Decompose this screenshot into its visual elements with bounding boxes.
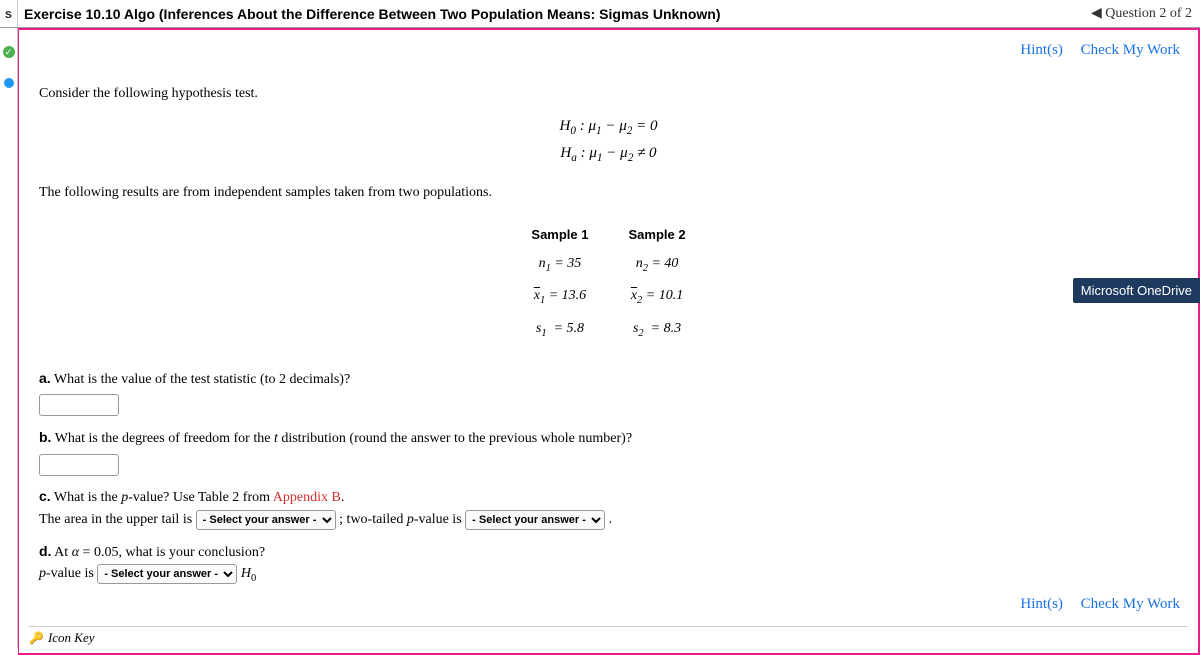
icon-key[interactable]: 🔑Icon Key	[29, 626, 1188, 649]
n2-cell: n2 = 40	[629, 253, 686, 277]
samples-table: Sample 1 Sample 2 n1 = 35 n2 = 40 x1 = 1…	[491, 217, 725, 349]
qa-input[interactable]	[39, 394, 119, 416]
onedrive-badge[interactable]: Microsoft OneDrive	[1073, 278, 1200, 303]
qc-line2a: The area in the upper tail is	[39, 512, 196, 527]
key-icon: 🔑	[29, 631, 44, 645]
s1-cell: s1 = 5.8	[531, 318, 588, 342]
question-d: d. At α = 0.05, what is your conclusion?…	[39, 541, 1178, 588]
qc-select-1[interactable]: - Select your answer -	[196, 510, 336, 530]
qd-text2: , what is your conclusion?	[118, 545, 265, 560]
hint-row-bottom: Hint(s) Check My Work	[1020, 596, 1198, 613]
qa-text: What is the value of the test statistic …	[51, 372, 351, 387]
qd-line2a: -value is	[46, 566, 97, 581]
hypothesis-block: H0 : μ1 − μ2 = 0 Ha : μ1 − μ2 ≠ 0	[39, 115, 1178, 168]
intro-text: Consider the following hypothesis test.	[39, 83, 1178, 105]
sample1-header: Sample 1	[531, 225, 588, 245]
samples-intro: The following results are from independe…	[39, 182, 1178, 204]
qd-label: d.	[39, 543, 51, 559]
sidebar-letter: s	[0, 0, 18, 27]
main-area: Hint(s) Check My Work Consider the follo…	[18, 28, 1200, 655]
left-strip: ✓	[0, 28, 18, 648]
qb-text2: distribution (round the answer to the pr…	[278, 431, 632, 446]
qb-text: What is the degrees of freedom for the	[51, 431, 274, 446]
qc-text1: What is the	[51, 490, 122, 505]
x2-cell: x2 = 10.1	[629, 285, 686, 309]
dot-icon[interactable]	[4, 78, 14, 88]
qc-select-2[interactable]: - Select your answer -	[465, 510, 605, 530]
hints-button[interactable]: Hint(s)	[1020, 42, 1063, 58]
qb-input[interactable]	[39, 454, 119, 476]
qa-label: a.	[39, 370, 51, 386]
n1-cell: n1 = 35	[531, 253, 588, 277]
sample2-header: Sample 2	[629, 225, 686, 245]
check-my-work-button[interactable]: Check My Work	[1081, 42, 1180, 58]
qc-line2c: -value is	[414, 512, 465, 527]
qd-select[interactable]: - Select your answer -	[97, 564, 237, 584]
question-a: a. What is the value of the test statist…	[39, 368, 1178, 417]
h0-line: H0 : μ1 − μ2 = 0	[39, 115, 1178, 140]
exercise-title: Exercise 10.10 Algo (Inferences About th…	[18, 6, 1091, 22]
qb-label: b.	[39, 429, 51, 445]
s2-cell: s2 = 8.3	[629, 318, 686, 342]
qd-h0: H	[241, 566, 251, 581]
hints-button-bottom[interactable]: Hint(s)	[1020, 596, 1063, 612]
question-nav[interactable]: ◀ Question 2 of 2	[1091, 5, 1192, 22]
check-my-work-button-bottom[interactable]: Check My Work	[1081, 596, 1180, 612]
qc-line2b: ; two-tailed	[339, 512, 407, 527]
qd-text1: At	[51, 545, 71, 560]
ha-line: Ha : μ1 − μ2 ≠ 0	[39, 142, 1178, 167]
hint-row-top: Hint(s) Check My Work	[19, 30, 1198, 65]
appendix-link[interactable]: Appendix B	[273, 490, 341, 505]
question-c: c. What is the p-value? Use Table 2 from…	[39, 486, 1178, 530]
top-bar: s Exercise 10.10 Algo (Inferences About …	[0, 0, 1200, 28]
qc-label: c.	[39, 488, 51, 504]
question-b: b. What is the degrees of freedom for th…	[39, 427, 1178, 476]
x1-cell: x1 = 13.6	[531, 285, 588, 309]
check-icon[interactable]: ✓	[3, 46, 15, 58]
qc-text2: -value? Use Table 2 from	[128, 490, 273, 505]
question-content: Consider the following hypothesis test. …	[19, 65, 1198, 597]
